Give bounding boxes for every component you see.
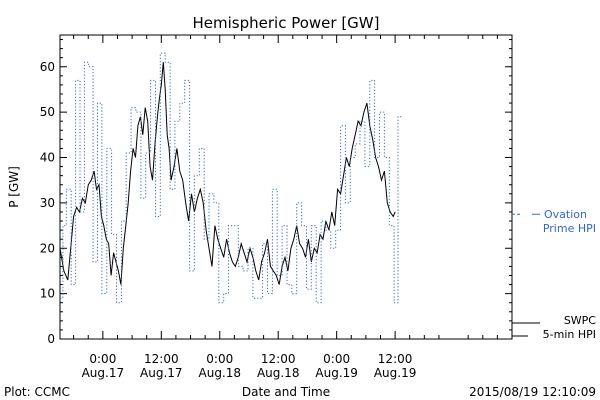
x-tick-date: Aug.19 bbox=[315, 366, 358, 380]
x-tick-time: 12:00 bbox=[378, 352, 413, 366]
x-tick-time: 12:00 bbox=[144, 352, 179, 366]
legend-label-ovation-line2: Prime HPI bbox=[543, 222, 596, 235]
series-line-ovation-prime bbox=[60, 52, 402, 304]
x-axis-label: Date and Time bbox=[242, 385, 330, 399]
plot-credit: Plot: CCMC bbox=[4, 385, 70, 399]
y-tick-label: 0 bbox=[47, 332, 55, 346]
y-tick-label: 40 bbox=[40, 151, 55, 165]
y-tick-label: 50 bbox=[40, 105, 55, 119]
chart-title: Hemispheric Power [GW] bbox=[193, 14, 380, 32]
x-tick-time: 0:00 bbox=[323, 352, 350, 366]
x-tick-date: Aug.18 bbox=[257, 366, 300, 380]
series-line-swpc bbox=[59, 62, 396, 285]
timestamp: 2015/08/19 12:10:09 bbox=[469, 385, 596, 399]
x-tick-time: 12:00 bbox=[261, 352, 296, 366]
x-tick-time: 0:00 bbox=[89, 352, 116, 366]
series-layer bbox=[59, 52, 402, 304]
y-tick-label: 30 bbox=[40, 196, 55, 210]
x-tick-date: Aug.17 bbox=[140, 366, 183, 380]
y-tick-label: 60 bbox=[40, 60, 55, 74]
legend-label-swpc-line2: 5-min HPI bbox=[543, 328, 596, 341]
x-tick-date: Aug.18 bbox=[199, 366, 242, 380]
y-axis-label: P [GW] bbox=[7, 166, 21, 208]
y-tick-label: 10 bbox=[40, 287, 55, 301]
x-axis: 0:00Aug.1712:00Aug.170:00Aug.1812:00Aug.… bbox=[73, 35, 498, 380]
plot-frame bbox=[59, 34, 513, 340]
legend-label-ovation-line1: Ovation bbox=[544, 208, 587, 221]
legend-label-swpc-line1: SWPC bbox=[564, 314, 596, 327]
x-tick-date: Aug.19 bbox=[374, 366, 417, 380]
x-tick-date: Aug.17 bbox=[82, 366, 125, 380]
y-tick-label: 20 bbox=[40, 241, 55, 255]
y-axis: 0 10 20 30 40 50 60 bbox=[40, 39, 512, 346]
x-tick-time: 0:00 bbox=[206, 352, 233, 366]
